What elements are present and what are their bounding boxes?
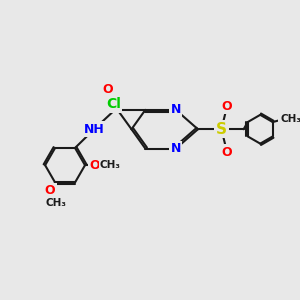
Text: CH₃: CH₃: [46, 198, 67, 208]
Text: NH: NH: [84, 123, 104, 136]
Text: O: O: [90, 159, 100, 172]
Text: O: O: [222, 100, 232, 113]
Text: O: O: [103, 82, 113, 96]
Text: CH₃: CH₃: [99, 160, 120, 170]
Text: S: S: [216, 122, 227, 137]
Text: CH₃: CH₃: [280, 114, 300, 124]
Text: Cl: Cl: [106, 97, 121, 111]
Text: O: O: [222, 146, 232, 159]
Text: N: N: [171, 103, 181, 116]
Text: O: O: [45, 184, 56, 197]
Text: N: N: [171, 142, 181, 155]
